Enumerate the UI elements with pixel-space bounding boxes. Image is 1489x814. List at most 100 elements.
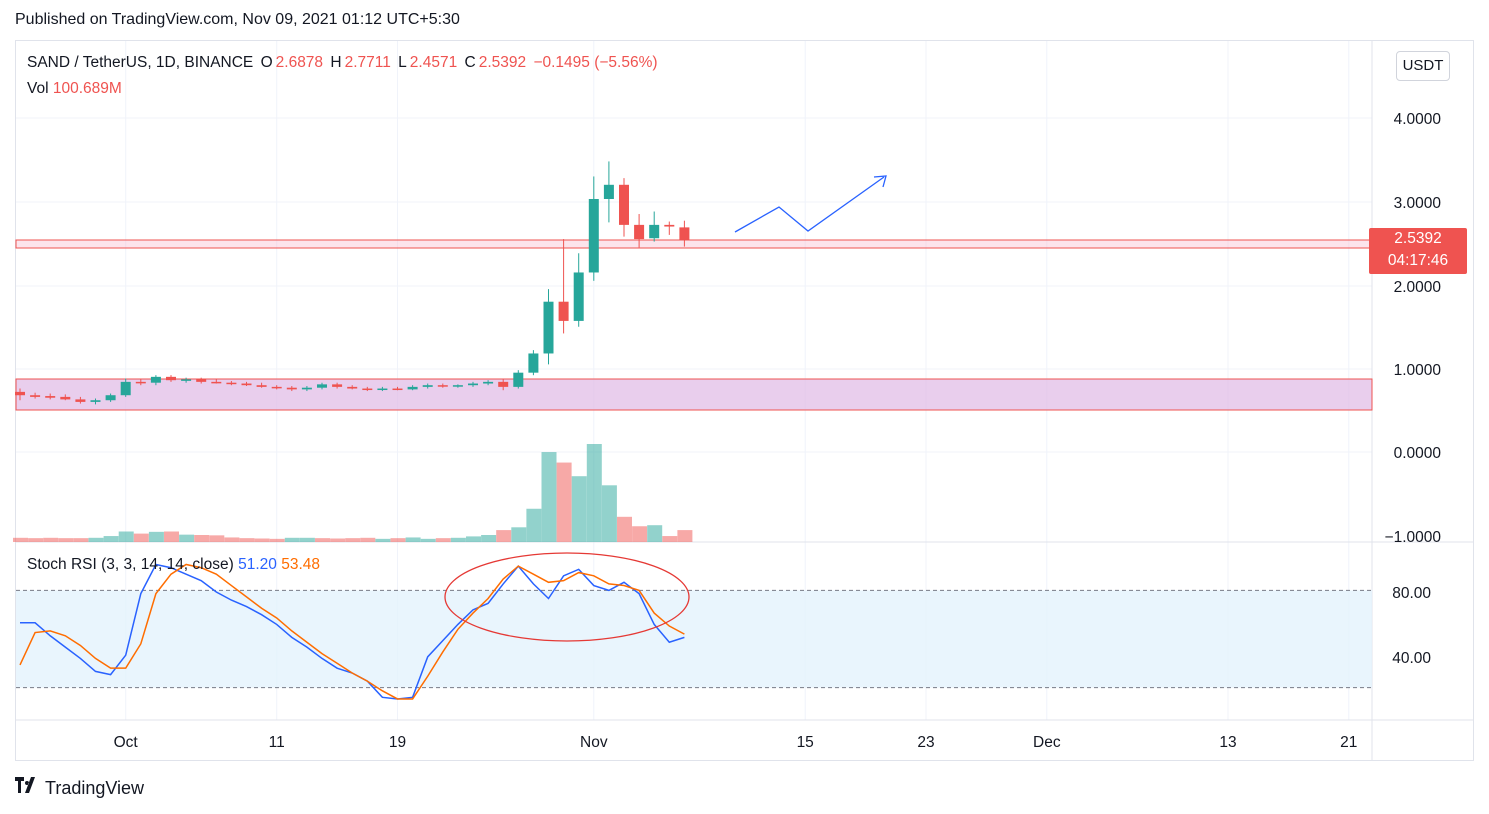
volume-bar (194, 535, 210, 542)
time-tick-label: 13 (1219, 734, 1236, 751)
time-tick-label: 15 (797, 734, 814, 751)
candle-body (422, 385, 433, 387)
candle (15, 388, 25, 401)
stoch-legend[interactable]: Stoch RSI (3, 3, 14, 14, close) 51.20 53… (27, 556, 320, 574)
time-tick-label: 19 (389, 734, 406, 751)
price-tick-label: 3.0000 (1394, 195, 1442, 212)
candle-body (452, 385, 463, 387)
volume-value: 100.689M (52, 80, 122, 97)
candle (543, 289, 554, 365)
volume-bar (556, 462, 572, 542)
volume-bar (330, 538, 346, 542)
candle (452, 384, 463, 388)
candle (196, 377, 207, 384)
candle (634, 214, 645, 248)
candle (649, 211, 660, 242)
candle-body (498, 381, 509, 387)
candle-body (664, 224, 675, 227)
candle (377, 386, 388, 392)
volume-bar (88, 537, 104, 542)
stoch-k-value: 51.20 (238, 556, 277, 573)
candle (483, 380, 494, 386)
candle-body (528, 353, 539, 373)
candle-body (588, 198, 599, 273)
volume-bar (224, 537, 240, 542)
candle-body (135, 381, 146, 384)
candle (120, 378, 131, 397)
candle (468, 381, 478, 387)
time-tick-label: 23 (917, 734, 934, 751)
candle (256, 382, 267, 388)
candle (498, 378, 509, 391)
candle-body (286, 387, 297, 390)
time-axis: Oct 11 19 Nov 15 23 Dec 13 21 (114, 734, 1358, 751)
volume-bar (315, 538, 330, 542)
volume-bar (632, 526, 648, 542)
candle-body (483, 381, 494, 384)
stoch-d-value: 53.48 (281, 556, 320, 573)
candle (528, 350, 539, 376)
volume-bar (43, 537, 59, 542)
volume-bar (148, 531, 164, 542)
candle (588, 176, 599, 281)
volume-bar (209, 535, 225, 542)
last-price: 2.5392 (1394, 230, 1442, 247)
volume-bar (390, 538, 406, 542)
volume-bar (118, 531, 134, 542)
candle (271, 385, 282, 390)
stoch-rsi-pane (16, 552, 1372, 700)
price-tick-label: 1.0000 (1394, 362, 1442, 379)
candle (347, 385, 358, 390)
volume-bar (405, 537, 421, 542)
candle (573, 253, 584, 327)
open-value: 2.6878 (275, 54, 324, 71)
time-tick-label: 21 (1340, 734, 1357, 751)
support-zone-band (15, 378, 1373, 411)
volume-bar (345, 538, 361, 542)
resistance-zone-band (15, 239, 1373, 249)
candle-body (634, 224, 645, 240)
volume-bar (435, 538, 451, 542)
candle-body (15, 391, 25, 396)
volume-bar (13, 537, 28, 542)
candle-body (347, 386, 358, 389)
bar-countdown: 04:17:46 (1387, 252, 1449, 269)
candle-body (30, 395, 41, 397)
volume-legend: Vol 100.689M (27, 80, 122, 98)
volume-bar (450, 537, 466, 542)
volume-bar (677, 530, 693, 542)
candle (679, 220, 690, 247)
published-caption: Published on TradingView.com, Nov 09, 20… (15, 11, 460, 28)
candle-body (332, 384, 343, 387)
volume-bar (496, 530, 512, 542)
price-tick-label: −1.0000 (1385, 529, 1442, 546)
volume-bars (13, 444, 693, 542)
candle-body (558, 301, 569, 321)
time-tick-label: Dec (1033, 734, 1061, 751)
volume-bar (571, 476, 587, 542)
currency-button[interactable]: USDT (1396, 51, 1450, 81)
candle-body (468, 383, 478, 386)
last-price-tag: 2.5392 04:17:46 (1369, 228, 1467, 274)
symbol-name[interactable]: SAND / TetherUS, 1D, BINANCE (27, 54, 254, 71)
candle (75, 396, 86, 404)
volume-bar (481, 535, 497, 542)
candlestick-series (15, 161, 690, 405)
volume-bar (299, 537, 315, 542)
tradingview-brand[interactable]: TradingView (15, 777, 144, 799)
candle-body (301, 387, 312, 390)
volume-bar (103, 536, 119, 542)
stoch-tick-label: 40.00 (1392, 650, 1431, 667)
candle-body (377, 388, 388, 391)
candle (60, 394, 71, 401)
candle-body (603, 184, 614, 199)
time-tick-label: Nov (580, 734, 608, 751)
brand-name: TradingView (45, 777, 145, 798)
candle-body (392, 388, 403, 391)
candle (392, 386, 403, 391)
volume-bar (601, 485, 617, 542)
candle-body (181, 379, 192, 381)
candle-body (407, 386, 418, 390)
candle (30, 392, 41, 399)
